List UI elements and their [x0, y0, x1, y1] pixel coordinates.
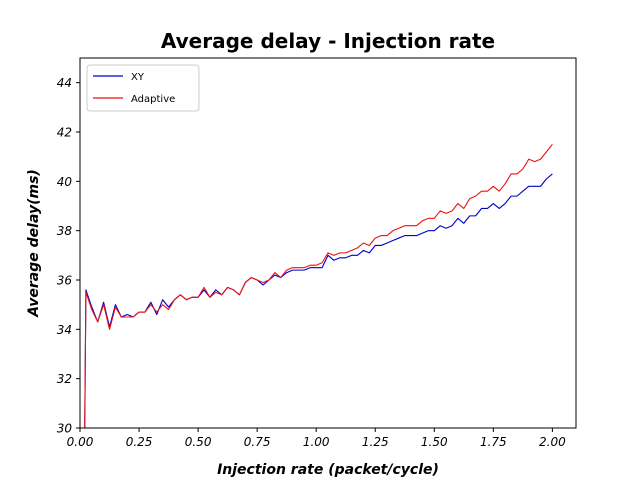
x-tick-label: 2.00 [539, 435, 566, 449]
x-tick-label: 0.25 [126, 435, 153, 449]
y-tick-label: 36 [57, 274, 73, 288]
legend-label-adaptive: Adaptive [131, 94, 175, 105]
y-axis: 30 32 34 36 38 40 42 44 [57, 76, 80, 436]
legend-label-xy: XY [131, 72, 145, 83]
x-tick-label: 1.75 [480, 435, 507, 449]
x-tick-label: 0.50 [185, 435, 212, 449]
x-tick-label: 1.50 [421, 435, 448, 449]
x-axis: 0.00 0.25 0.50 0.75 1.00 1.25 1.50 1.75 2.00 [67, 428, 566, 449]
y-tick-label: 44 [57, 76, 72, 90]
legend: XY Adaptive [86, 64, 200, 112]
x-tick-label: 1.25 [362, 435, 389, 449]
y-axis-title: Average delay(ms) [26, 169, 42, 318]
x-tick-label: 0.00 [67, 435, 94, 449]
y-tick-label: 32 [57, 372, 72, 386]
y-tick-label: 30 [57, 422, 73, 436]
x-tick-label: 1.00 [303, 435, 330, 449]
series-layer [84, 143, 553, 428]
plot-area [79, 57, 577, 429]
plot-frame [79, 57, 577, 429]
series-line-adaptive [84, 143, 553, 428]
x-axis-title: Injection rate (packet/cycle) [217, 462, 439, 478]
chart-title: Average delay - Injection rate [161, 29, 495, 53]
y-tick-label: 34 [57, 323, 72, 337]
x-tick-label: 0.75 [244, 435, 271, 449]
y-tick-label: 42 [57, 126, 72, 140]
y-tick-label: 40 [57, 175, 73, 189]
y-tick-label: 38 [57, 224, 73, 238]
